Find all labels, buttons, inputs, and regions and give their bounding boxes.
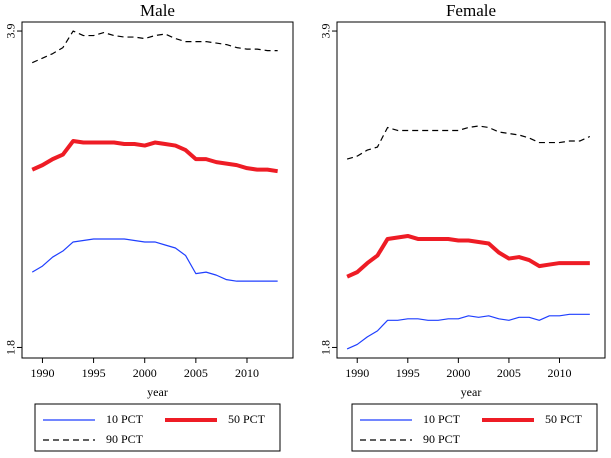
series-line	[31, 238, 278, 282]
x-tick-label: 2010	[235, 366, 259, 380]
y-tick-label: 3.9	[319, 24, 333, 39]
y-tick-label: 1.8	[4, 340, 18, 355]
x-tick-label: 1995	[396, 366, 420, 380]
legend-label: 50 PCT	[545, 412, 583, 426]
legend-box	[34, 403, 281, 452]
plot-frame	[336, 21, 606, 359]
legend-label: 90 PCT	[423, 432, 461, 446]
x-tick-label: 2000	[133, 366, 157, 380]
chart-title: Female	[446, 1, 496, 20]
series-line	[31, 139, 278, 174]
legend-label: 50 PCT	[228, 412, 266, 426]
series-line	[346, 125, 591, 160]
x-tick-label: 2005	[497, 366, 521, 380]
y-tick-label: 1.8	[319, 340, 333, 355]
x-tick-label: 1990	[30, 366, 54, 380]
y-tick-label: 3.9	[4, 24, 18, 39]
x-tick-label: 2005	[184, 366, 208, 380]
series-line	[346, 313, 590, 350]
legend-box	[351, 403, 598, 452]
series-line	[31, 30, 278, 64]
x-axis-label: year	[147, 385, 168, 399]
x-tick-label: 2000	[446, 366, 470, 380]
legend-label: 10 PCT	[423, 412, 461, 426]
x-tick-label: 1995	[82, 366, 106, 380]
x-tick-label: 1990	[345, 366, 369, 380]
chart-title: Male	[140, 1, 175, 20]
legend-label: 10 PCT	[106, 412, 144, 426]
legend-label: 90 PCT	[106, 432, 144, 446]
series-line	[346, 233, 590, 279]
x-axis-label: year	[461, 385, 482, 399]
x-tick-label: 2010	[547, 366, 571, 380]
plot-frame	[21, 21, 294, 359]
